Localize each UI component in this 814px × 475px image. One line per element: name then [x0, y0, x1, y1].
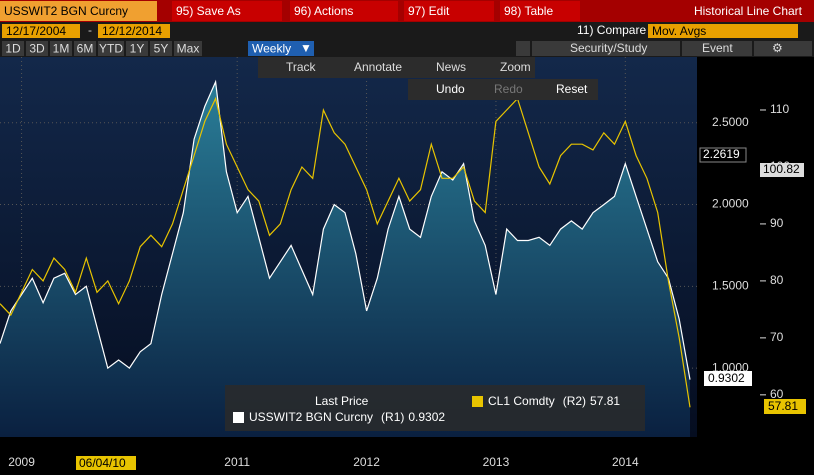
- line: [0, 79, 691, 380]
- period-button[interactable]: 1Y: [130, 42, 145, 56]
- menu-item[interactable]: 95) Save As: [176, 4, 241, 18]
- y-tick-label: 1.5000: [712, 279, 749, 293]
- period-button-bg[interactable]: [150, 41, 172, 56]
- period-button-bg[interactable]: [126, 41, 148, 56]
- legend-entry: USSWIT2 BGN Curcny (R1) 0.9302: [249, 410, 445, 424]
- compare[interactable]: 11) Compare: [577, 23, 646, 37]
- event-bg[interactable]: [682, 41, 752, 56]
- area: [0, 81, 690, 438]
- crosshair-date-bg: [76, 456, 136, 470]
- crosshair-y2: 100.82: [763, 162, 800, 176]
- study-bg[interactable]: [532, 41, 680, 56]
- collapse-button[interactable]: [516, 41, 530, 56]
- period-button[interactable]: 3D: [29, 42, 45, 56]
- event[interactable]: Event: [702, 41, 733, 55]
- mov-avgs[interactable]: Mov. Avgs: [652, 24, 706, 38]
- period-button-bg[interactable]: [98, 41, 124, 56]
- end-date-bg: [98, 24, 170, 38]
- period-button-bg[interactable]: [174, 41, 202, 56]
- legend-part: (R1): [381, 410, 404, 424]
- legend-entry: CL1 Comdty (R2) 57.81: [488, 394, 620, 408]
- settings-icon[interactable]: ⚙: [772, 41, 783, 55]
- security-bg[interactable]: [0, 1, 157, 21]
- dropdown-arrow[interactable]: ▼: [300, 41, 312, 55]
- y2-tick-label: 60: [770, 387, 784, 401]
- crosshair-y-bg: [699, 147, 747, 163]
- period-button-bg[interactable]: [50, 41, 72, 56]
- crosshair-y2-bg: [760, 163, 804, 177]
- legend-part: 0.9302: [408, 410, 445, 424]
- last-y2-bg: [764, 399, 806, 414]
- mov-avgs-bg[interactable]: [648, 24, 798, 38]
- action-button[interactable]: Undo: [436, 82, 465, 96]
- security[interactable]: USSWIT2 BGN Curcny: [4, 4, 128, 18]
- crosshair-date: 06/04/10: [79, 456, 126, 470]
- settings-bg[interactable]: [754, 41, 812, 56]
- crosshair-y: 2.2619: [703, 147, 740, 161]
- view-title: Historical Line Chart: [694, 4, 803, 18]
- legend-part: (R2): [563, 394, 586, 408]
- x-tick-label: 2014: [612, 455, 639, 469]
- x-tick-label: 2009: [8, 455, 35, 469]
- period-selected-bg[interactable]: [248, 41, 314, 56]
- menu-item-bg[interactable]: [500, 1, 580, 21]
- x-tick-label: 2012: [353, 455, 380, 469]
- tool-button[interactable]: News: [436, 60, 466, 74]
- menu-item[interactable]: 97) Edit: [408, 4, 450, 18]
- menu-item[interactable]: 98) Table: [504, 4, 553, 18]
- tools-bg: [258, 57, 535, 78]
- actions-bg: [408, 79, 598, 100]
- legend-part: USSWIT2 BGN Curcny: [249, 410, 373, 424]
- y-tick-label: 2.5000: [712, 115, 749, 129]
- period-button-bg[interactable]: [74, 41, 96, 56]
- x-tick-label: 2013: [483, 455, 510, 469]
- period-selected[interactable]: Weekly: [252, 42, 291, 56]
- tool-button[interactable]: Zoom: [500, 60, 531, 74]
- x-tick-label: 2011: [224, 455, 250, 469]
- last-y2: 57.81: [768, 399, 798, 413]
- legend-swatch: [472, 396, 483, 407]
- tool-button[interactable]: Track: [286, 60, 317, 74]
- start-date: 12/17/2004: [6, 24, 66, 38]
- action-button[interactable]: Redo: [494, 82, 523, 96]
- action-button[interactable]: Reset: [556, 82, 588, 96]
- line: [0, 96, 691, 408]
- y2-tick-label: 90: [770, 216, 784, 230]
- last-y-bg: [704, 371, 752, 386]
- y-tick-label: 2.0000: [712, 197, 749, 211]
- last-y: 0.9302: [708, 371, 745, 385]
- period-button[interactable]: 1D: [5, 42, 21, 56]
- menu-item-bg[interactable]: [172, 1, 282, 21]
- y-tick-label: 1.0000: [712, 360, 749, 374]
- study[interactable]: Security/Study: [570, 41, 647, 55]
- period-button[interactable]: 5Y: [154, 42, 169, 56]
- legend-title: Last Price: [315, 394, 369, 408]
- range-sep: -: [88, 23, 92, 37]
- menu-item[interactable]: 96) Actions: [294, 4, 353, 18]
- menu-item-bg[interactable]: [290, 1, 398, 21]
- tool-button[interactable]: Annotate: [354, 60, 402, 74]
- legend-bg: [225, 385, 645, 431]
- period-button[interactable]: YTD: [99, 42, 123, 56]
- y2-tick-label: 70: [770, 330, 784, 344]
- start-date-bg: [2, 24, 80, 38]
- legend-swatch: [233, 412, 244, 423]
- y2-tick-label: 80: [770, 273, 784, 287]
- legend-part: 57.81: [590, 394, 620, 408]
- period-button-bg[interactable]: [26, 41, 48, 56]
- y2-tick-label: 110: [770, 102, 789, 116]
- period-button[interactable]: 6M: [77, 42, 94, 56]
- menu-item-bg[interactable]: [404, 1, 494, 21]
- legend-part: CL1 Comdty: [488, 394, 555, 408]
- period-button-bg[interactable]: [2, 41, 24, 56]
- period-button[interactable]: Max: [177, 42, 200, 56]
- period-button[interactable]: 1M: [53, 42, 70, 56]
- end-date: 12/12/2014: [102, 24, 162, 38]
